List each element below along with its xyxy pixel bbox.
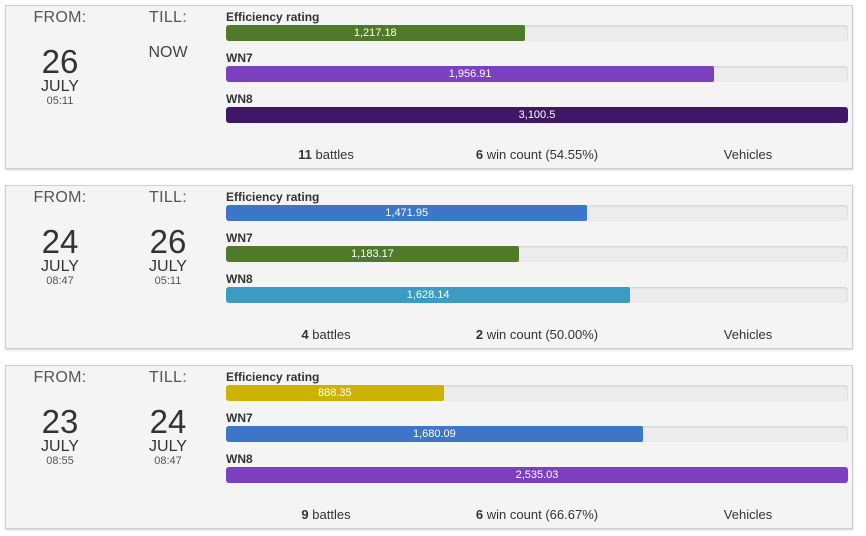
till-day: 24	[149, 403, 187, 440]
vehicles-link[interactable]: Vehicles	[723, 147, 773, 162]
progress-track: 1,628.14	[226, 287, 848, 303]
battles-count: 9 battles	[226, 507, 426, 522]
metric-wn8: WN8 1,628.14	[226, 272, 848, 313]
metric-wn7: WN7 1,680.09	[226, 411, 848, 452]
metric-label: Efficiency rating	[226, 190, 320, 204]
metric-efficiency: Efficiency rating 888.35	[226, 370, 848, 411]
from-label: FROM:	[33, 189, 87, 206]
progress-fill: 1,471.95	[226, 205, 588, 221]
win-count: 6 win count (54.55%)	[437, 147, 637, 162]
metrics-list: Efficiency rating 888.35 WN7 1,680.09 WN…	[226, 370, 848, 493]
vehicles-link[interactable]: Vehicles	[723, 507, 773, 522]
metric-wn8: WN8 2,535.03	[226, 452, 848, 493]
metric-label: Efficiency rating	[226, 370, 320, 384]
session-card: FROM: 26 JULY 05:11 TILL: NOW Efficiency…	[5, 5, 853, 169]
progress-track: 3,100.5	[226, 107, 848, 123]
win-count: 2 win count (50.00%)	[437, 327, 637, 342]
progress-track: 1,471.95	[226, 205, 848, 221]
metric-label: WN8	[226, 92, 253, 106]
from-month: JULY	[41, 78, 79, 95]
progress-track: 1,956.91	[226, 66, 848, 82]
battles-label: battles	[312, 327, 351, 342]
battles-number: 9	[301, 507, 309, 522]
from-day: 24	[41, 223, 79, 260]
metric-wn7: WN7 1,956.91	[226, 51, 848, 92]
session-card: FROM: 23 JULY 08:55 TILL: 24 JULY 08:47 …	[5, 365, 853, 529]
progress-fill: 2,535.03	[226, 467, 848, 483]
vehicles-link[interactable]: Vehicles	[723, 327, 773, 342]
from-column: FROM: 24 JULY 08:47	[10, 186, 110, 288]
battles-label: battles	[315, 147, 354, 162]
win-percentage: (54.55%)	[545, 147, 599, 162]
metric-label: Efficiency rating	[226, 10, 320, 24]
till-now: NOW	[148, 44, 188, 61]
metric-label: WN8	[226, 452, 253, 466]
progress-fill: 3,100.5	[226, 107, 848, 123]
wins-number: 6	[475, 147, 484, 162]
till-column: TILL: 24 JULY 08:47	[118, 366, 218, 468]
win-percentage: (50.00%)	[545, 327, 599, 342]
win-percentage: (66.67%)	[545, 507, 599, 522]
session-summary: 9 battles 6 win count (66.67%) Vehicles	[226, 507, 848, 525]
battles-count: 11 battles	[226, 147, 426, 162]
metric-label: WN8	[226, 272, 253, 286]
session-summary: 11 battles 6 win count (54.55%) Vehicles	[226, 147, 848, 165]
till-day: 26	[149, 223, 187, 260]
battles-label: battles	[312, 507, 351, 522]
till-label: TILL:	[149, 369, 187, 386]
progress-track: 888.35	[226, 385, 848, 401]
metric-efficiency: Efficiency rating 1,217.18	[226, 10, 848, 51]
progress-track: 2,535.03	[226, 467, 848, 483]
from-label: FROM:	[33, 9, 87, 26]
metric-label: WN7	[226, 411, 253, 425]
from-day: 26	[41, 43, 79, 80]
till-time: 05:11	[154, 275, 182, 287]
from-label: FROM:	[33, 369, 87, 386]
from-time: 05:11	[46, 95, 74, 107]
metric-wn8: WN8 3,100.5	[226, 92, 848, 133]
metrics-list: Efficiency rating 1,217.18 WN7 1,956.91 …	[226, 10, 848, 133]
till-label: TILL:	[149, 189, 187, 206]
battles-number: 11	[298, 147, 312, 162]
from-month: JULY	[41, 258, 79, 275]
progress-track: 1,183.17	[226, 246, 848, 262]
session-summary: 4 battles 2 win count (50.00%) Vehicles	[226, 327, 848, 345]
session-card: FROM: 24 JULY 08:47 TILL: 26 JULY 05:11 …	[5, 185, 853, 349]
progress-fill: 1,183.17	[226, 246, 519, 262]
progress-fill: 1,628.14	[226, 287, 631, 303]
till-label: TILL:	[149, 9, 187, 26]
progress-fill: 1,956.91	[226, 66, 715, 82]
from-time: 08:47	[46, 275, 74, 287]
from-time: 08:55	[46, 455, 74, 467]
metrics-list: Efficiency rating 1,471.95 WN7 1,183.17 …	[226, 190, 848, 313]
progress-fill: 888.35	[226, 385, 444, 401]
progress-fill: 1,680.09	[226, 426, 643, 442]
win-count-label: win count	[486, 327, 542, 342]
win-count-label: win count	[486, 507, 542, 522]
till-month: JULY	[149, 438, 187, 455]
from-day: 23	[41, 403, 79, 440]
from-column: FROM: 23 JULY 08:55	[10, 366, 110, 468]
wins-number: 2	[475, 327, 484, 342]
metric-efficiency: Efficiency rating 1,471.95	[226, 190, 848, 231]
win-count: 6 win count (66.67%)	[437, 507, 637, 522]
progress-track: 1,680.09	[226, 426, 848, 442]
battles-number: 4	[301, 327, 309, 342]
till-column: TILL: 26 JULY 05:11	[118, 186, 218, 288]
progress-track: 1,217.18	[226, 25, 848, 41]
progress-fill: 1,217.18	[226, 25, 525, 41]
till-time: 08:47	[154, 455, 182, 467]
wins-number: 6	[475, 507, 484, 522]
metric-label: WN7	[226, 51, 253, 65]
from-month: JULY	[41, 438, 79, 455]
battles-count: 4 battles	[226, 327, 426, 342]
win-count-label: win count	[486, 147, 542, 162]
metric-wn7: WN7 1,183.17	[226, 231, 848, 272]
till-month: JULY	[149, 258, 187, 275]
from-column: FROM: 26 JULY 05:11	[10, 6, 110, 108]
metric-label: WN7	[226, 231, 253, 245]
till-column: TILL: NOW	[118, 6, 218, 62]
